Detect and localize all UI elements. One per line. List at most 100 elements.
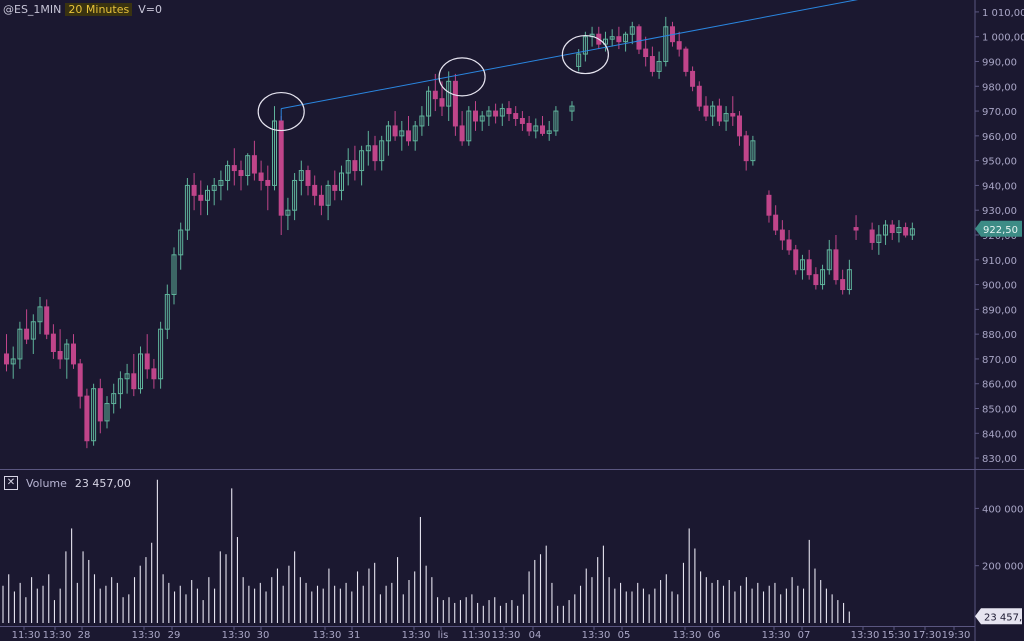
y-tick-label: 850,00 [982, 405, 1017, 416]
candle-body [205, 189, 210, 201]
candle-body [171, 254, 177, 295]
candle-body [750, 140, 756, 162]
last-price-badge [975, 220, 1022, 237]
x-tick-label: 13:30 [402, 630, 431, 641]
highlight-circle [257, 91, 305, 132]
x-tick-label: 13:30 [222, 630, 251, 641]
candle-body [546, 130, 552, 134]
y-tick-label: 930,00 [982, 206, 1017, 217]
volume-y-tick-label: 400 000, [982, 504, 1024, 515]
candle-body [10, 358, 16, 365]
candle-body [773, 214, 779, 231]
candle-body [325, 184, 331, 206]
candle-body [359, 150, 365, 172]
candle-body [111, 393, 117, 405]
candle-body [826, 249, 832, 271]
candle-body [258, 172, 264, 181]
candle-body [459, 125, 465, 142]
candle-body [569, 105, 575, 112]
candle-body [723, 113, 729, 122]
x-tick-label: 11:30 [12, 630, 41, 641]
y-tick-label: 840,00 [982, 429, 1017, 440]
candle-body [806, 259, 812, 276]
volume-panel-value: 23 457,00 [74, 476, 131, 490]
candle-body [869, 229, 875, 243]
x-tick-label: 28 [78, 630, 91, 641]
candle-body [846, 269, 852, 291]
candle-body [853, 227, 859, 231]
candle-body [903, 227, 909, 236]
candle-body [466, 110, 472, 142]
candle-body [278, 120, 284, 216]
x-tick-label: 13:30 [43, 630, 72, 641]
x-tick-label: 31 [348, 630, 361, 641]
volume-last-label: 23 457,00 [984, 612, 1024, 623]
candle-body [131, 373, 137, 390]
candle-body [786, 239, 792, 251]
candle-body [151, 368, 157, 380]
candle-body [876, 234, 882, 243]
candle-body [883, 224, 889, 236]
candle-body [703, 105, 709, 117]
y-tick-label: 970,00 [982, 107, 1017, 118]
candle-body [305, 170, 311, 186]
candle-body [372, 145, 378, 162]
candle-body [406, 130, 411, 142]
candle-body [439, 98, 445, 107]
highlight-circle [438, 57, 486, 97]
candle-body [676, 41, 682, 50]
highlight-circle [561, 34, 609, 75]
candle-body [91, 388, 97, 442]
candle-body [710, 105, 716, 117]
candle-body [473, 110, 478, 122]
candle-body [292, 179, 298, 211]
candle-body [636, 26, 642, 50]
candle-body [690, 70, 696, 87]
x-tick-label: 17:30 [913, 630, 942, 641]
candle-body [616, 36, 622, 43]
candle-body [426, 90, 432, 117]
candle-body [519, 118, 525, 124]
candle-body [602, 38, 608, 45]
timeframe-label[interactable]: 20 Minutes [65, 3, 133, 16]
candle-body [64, 343, 70, 360]
y-tick-label: 880,00 [982, 330, 1017, 341]
x-tick-label: 15:30 [882, 630, 911, 641]
last-price-label: 922,50 [983, 225, 1018, 236]
candle-body [298, 170, 304, 181]
x-tick-label: 04 [529, 630, 542, 641]
candle-body [479, 115, 485, 122]
candle-body [218, 179, 224, 186]
candle-body [799, 259, 805, 271]
candle-body [486, 110, 492, 117]
candle-body [50, 333, 56, 352]
candle-body [820, 269, 826, 286]
y-tick-label: 940,00 [982, 181, 1017, 192]
candle-body [30, 321, 36, 340]
candle-body [813, 274, 819, 286]
volume-y-tick-label: 200 000, [982, 562, 1024, 573]
candle-body [312, 184, 318, 196]
candle-body [533, 125, 539, 132]
x-tick-label: 13:30 [492, 630, 521, 641]
candle-body [649, 56, 655, 72]
x-tick-label: 13:30 [851, 630, 880, 641]
close-icon[interactable]: ✕ [4, 476, 18, 490]
candle-body [339, 172, 344, 191]
candle-body [158, 328, 164, 380]
candle-body [623, 33, 629, 43]
candle-body [656, 60, 662, 72]
candle-body [164, 293, 170, 330]
candle-body [716, 105, 722, 122]
candle-body [779, 229, 785, 241]
candle-body [576, 53, 582, 67]
y-tick-label: 900,00 [982, 281, 1017, 292]
candle-body [138, 353, 143, 390]
candle-body [526, 122, 532, 132]
candle-body [365, 145, 371, 152]
y-tick-label: 960,00 [982, 132, 1017, 143]
candle-body [251, 155, 257, 174]
candle-body [144, 353, 150, 370]
candle-body [833, 249, 839, 281]
candle-body [793, 249, 799, 271]
